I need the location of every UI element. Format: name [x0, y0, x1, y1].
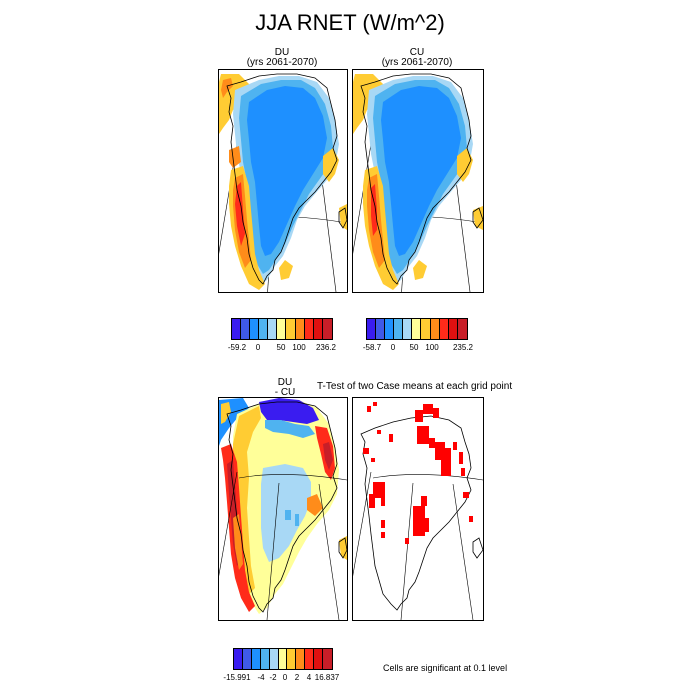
colorbar-swatch: [376, 319, 386, 339]
colorbar-swatch: [448, 319, 458, 339]
diff-colorbar-labels: -15.991 -4 -2 0 2 4 16.837: [223, 673, 339, 683]
cu-field: [353, 74, 483, 290]
cu-tick-label: 235.2: [452, 343, 474, 352]
significant-cells: [363, 402, 473, 544]
diff-tick-label: -2: [269, 673, 277, 682]
colorbar-swatch: [385, 319, 395, 339]
colorbar-swatch: [322, 319, 332, 339]
diff-map: [219, 398, 347, 620]
colorbar-swatch: [296, 649, 306, 669]
colorbar-swatch: [439, 319, 449, 339]
diff-colorbar: [233, 648, 333, 670]
ttest-map-panel: [352, 397, 484, 621]
du-label: DU: [274, 47, 290, 58]
du-colorbar: [231, 318, 333, 340]
cu-colorbar: [366, 318, 468, 340]
cu-years: (yrs 2061-2070): [381, 57, 453, 68]
diff-panel-title: DU - CU: [265, 378, 305, 398]
du-field: [219, 74, 347, 290]
du-coastline: [226, 73, 347, 285]
diff-tick-label: -4: [257, 673, 265, 682]
colorbar-swatch: [304, 319, 314, 339]
colorbar-swatch: [260, 649, 270, 669]
colorbar-swatch: [241, 319, 251, 339]
colorbar-swatch: [242, 649, 252, 669]
colorbar-swatch: [421, 319, 431, 339]
ttest-panel-title: T-Test of two Case means at each grid po…: [317, 381, 513, 392]
diff-tick-label: 4: [306, 673, 312, 682]
cu-map: [353, 73, 483, 292]
significance-note: Cells are significant at 0.1 level: [383, 663, 508, 673]
diff-tick-label: 16.837: [314, 673, 340, 682]
cu-map-panel: [352, 69, 484, 293]
cu-tick-label: -58.7: [362, 343, 382, 352]
colorbar-swatch: [232, 319, 242, 339]
diff-coastline: [226, 401, 347, 613]
du-colorbar-labels: -59.2 0 50 100 236.2: [227, 343, 336, 353]
colorbar-swatch: [430, 319, 440, 339]
du-tick-label: -59.2: [227, 343, 247, 352]
colorbar-swatch: [323, 649, 332, 669]
diff-map-panel: [218, 397, 348, 621]
colorbar-swatch: [314, 649, 324, 669]
diff-field: [219, 398, 347, 614]
diff-tick-label: -15.991: [223, 673, 251, 682]
colorbar-swatch: [277, 319, 287, 339]
cu-tick-label: 100: [425, 343, 439, 352]
diff-label-top: DU: [277, 377, 293, 388]
cu-coastline: [360, 73, 483, 285]
du-tick-label: 100: [292, 343, 306, 352]
colorbar-swatch: [305, 649, 315, 669]
colorbar-swatch: [278, 649, 288, 669]
du-tick-label: 236.2: [315, 343, 337, 352]
du-panel-title: DU (yrs 2061-2070): [218, 48, 346, 68]
cu-colorbar-labels: -58.7 0 50 100 235.2: [362, 343, 473, 353]
du-years: (yrs 2061-2070): [246, 57, 318, 68]
colorbar-swatch: [313, 319, 323, 339]
colorbar-swatch: [403, 319, 413, 339]
colorbar-swatch: [287, 649, 297, 669]
cu-label: CU: [409, 47, 425, 58]
colorbar-swatch: [251, 649, 261, 669]
colorbar-swatch: [268, 319, 278, 339]
ttest-map: [353, 402, 483, 620]
colorbar-swatch: [394, 319, 404, 339]
colorbar-swatch: [250, 319, 260, 339]
diff-tick-label: 2: [294, 673, 300, 682]
colorbar-swatch: [457, 319, 467, 339]
colorbar-swatch: [234, 649, 243, 669]
colorbar-swatch: [295, 319, 305, 339]
cu-tick-label: 0: [390, 343, 396, 352]
colorbar-swatch: [286, 319, 296, 339]
cu-tick-label: 50: [409, 343, 419, 352]
colorbar-swatch: [259, 319, 269, 339]
diff-tick-label: 0: [282, 673, 288, 682]
ttest-coastline: [360, 415, 483, 611]
du-tick-label: 0: [255, 343, 261, 352]
du-map-panel: [218, 69, 348, 293]
colorbar-swatch: [269, 649, 279, 669]
diff-label-bottom: - CU: [274, 387, 296, 398]
page-title: JJA RNET (W/m^2): [255, 10, 445, 35]
cu-panel-title: CU (yrs 2061-2070): [352, 48, 482, 68]
colorbar-swatch: [412, 319, 422, 339]
du-tick-label: 50: [276, 343, 286, 352]
colorbar-swatch: [367, 319, 377, 339]
du-map: [219, 73, 347, 292]
